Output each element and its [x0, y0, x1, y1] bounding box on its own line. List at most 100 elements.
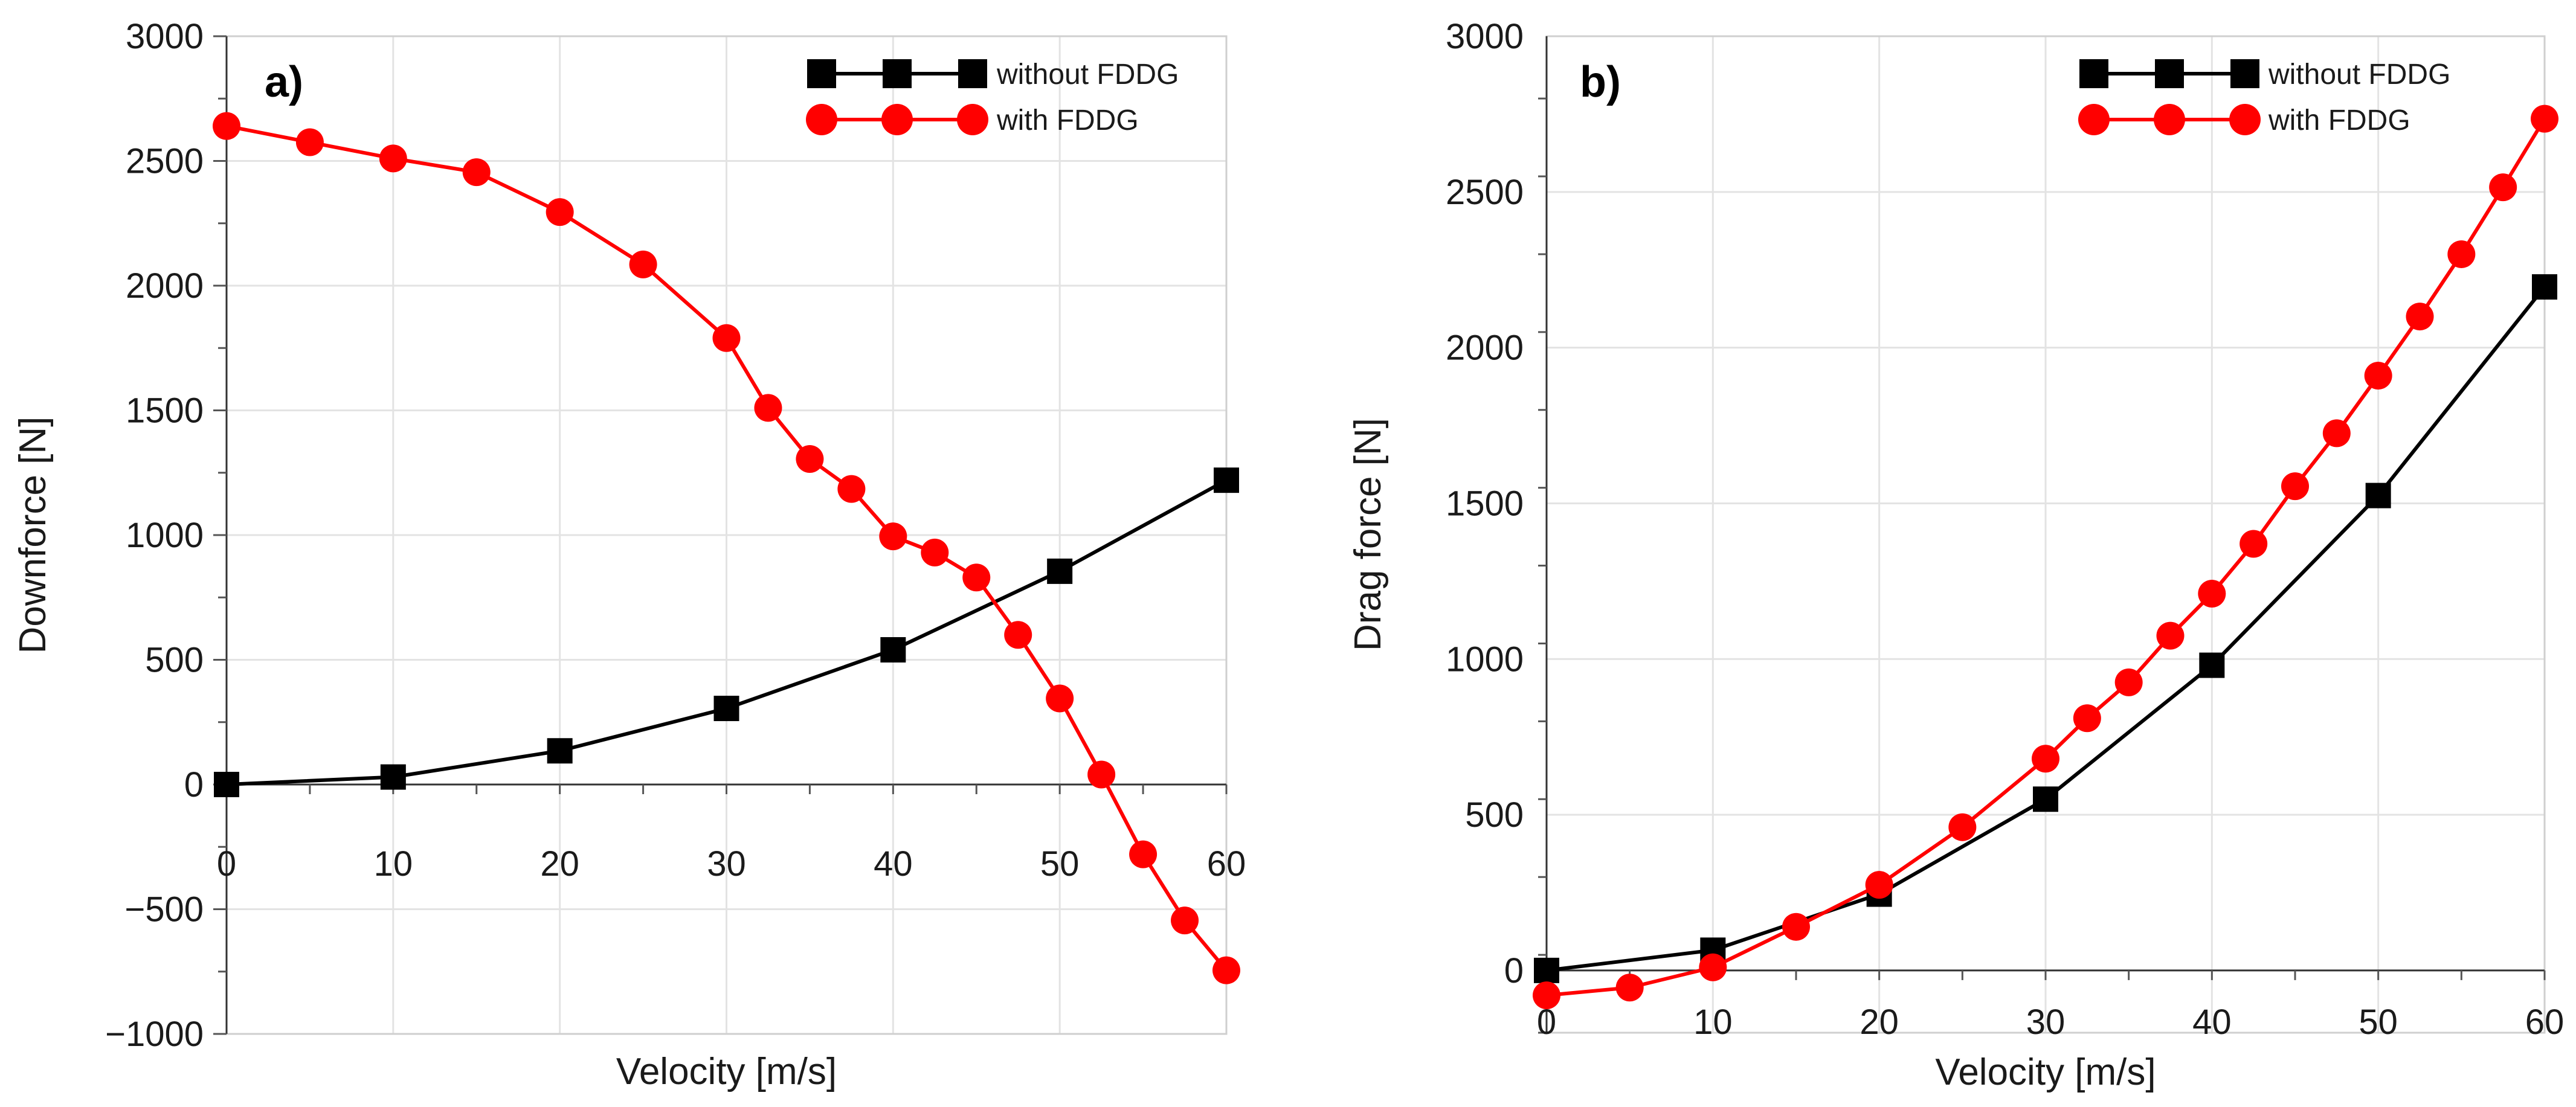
legend-label: with FDDG	[2268, 104, 2410, 136]
data-point-circle	[1948, 813, 1977, 841]
y-tick-label: 0	[1504, 951, 1524, 990]
legend-marker-square	[807, 59, 836, 88]
x-tick-label: 10	[374, 844, 413, 884]
legend-marker-square	[2230, 59, 2259, 88]
data-point-circle	[2489, 173, 2517, 202]
data-point-circle	[2114, 668, 2143, 696]
x-tick-label: 20	[540, 844, 579, 884]
y-axis-label: Drag force [N]	[1347, 418, 1389, 651]
data-point-circle	[921, 538, 949, 566]
data-point-square	[547, 738, 573, 764]
data-point-circle	[2531, 104, 2558, 133]
data-point-circle	[1865, 871, 1893, 899]
data-point-circle	[2406, 303, 2434, 331]
y-tick-label: 1000	[1446, 640, 1524, 679]
data-point-circle	[1004, 621, 1032, 649]
data-point-circle	[2364, 362, 2392, 390]
y-tick-label: 500	[1465, 795, 1524, 835]
x-tick-label: 50	[1040, 844, 1080, 884]
data-point-square	[214, 772, 239, 797]
x-tick-label: 0	[217, 844, 236, 884]
y-tick-label: 0	[184, 765, 204, 804]
y-tick-label: 2000	[1446, 329, 1524, 368]
x-tick-label: 20	[1860, 1003, 1899, 1042]
data-point-circle	[712, 324, 741, 352]
y-axis-label: Downforce [N]	[12, 417, 54, 654]
legend-marker-circle	[806, 104, 837, 135]
y-tick-label: 3000	[1446, 17, 1524, 56]
legend-label: without FDDG	[996, 59, 1179, 91]
data-point-circle	[754, 394, 782, 422]
data-point-circle	[379, 144, 407, 173]
data-point-circle	[462, 158, 491, 187]
chart-downforce: −1000 −500 0 500 1000 1500 2000 2500 3000 0 10 20 30…	[12, 17, 1246, 1093]
data-point-circle	[629, 250, 657, 278]
y-tick-label: −1000	[105, 1015, 204, 1054]
data-point-square	[2532, 274, 2557, 300]
data-point-square	[1214, 467, 1239, 493]
data-point-circle	[295, 128, 324, 156]
data-point-square	[2033, 786, 2058, 812]
legend-marker-square	[2079, 59, 2108, 88]
legend-label: with FDDG	[996, 104, 1139, 136]
x-axis-label: Velocity [m/s]	[616, 1051, 837, 1093]
data-point-circle	[1782, 913, 1810, 941]
data-point-square	[1047, 558, 1073, 584]
legend-marker-circle	[881, 104, 913, 135]
y-tick-label: 2000	[126, 266, 204, 306]
y-tick-label: 1000	[126, 516, 204, 555]
data-point-square	[380, 764, 406, 790]
legend-marker-square	[2155, 59, 2184, 88]
data-point-circle	[962, 563, 991, 592]
x-tick-label: 30	[2026, 1003, 2066, 1042]
data-point-circle	[1212, 956, 1240, 984]
data-point-circle	[2281, 472, 2309, 501]
data-point-circle	[2322, 419, 2351, 448]
legend-marker-square	[958, 59, 987, 88]
data-point-circle	[213, 112, 240, 140]
data-point-circle	[837, 475, 866, 503]
legend-label: without FDDG	[2268, 59, 2450, 91]
y-tick-label: 2500	[1446, 173, 1524, 212]
panel-label: b)	[1580, 58, 1621, 106]
x-axis-label: Velocity [m/s]	[1935, 1051, 2156, 1093]
legend-marker-circle	[957, 104, 988, 135]
x-tick-label: 30	[707, 844, 746, 884]
x-tick-label: 60	[2525, 1003, 2565, 1042]
data-point-circle	[1699, 953, 1727, 981]
x-tick-label: 10	[1693, 1003, 1733, 1042]
data-point-square	[713, 696, 739, 722]
x-tick-label: 40	[874, 844, 913, 884]
panel-label: a)	[265, 58, 303, 106]
data-point-circle	[796, 445, 824, 473]
y-tick-label: 500	[145, 641, 204, 680]
data-point-circle	[1533, 981, 1560, 1010]
y-tick-label: 1500	[1446, 484, 1524, 523]
data-point-circle	[2447, 240, 2476, 268]
data-point-circle	[1087, 760, 1116, 789]
legend-marker-circle	[2078, 104, 2110, 135]
legend: without FDDG with FDDG	[2078, 59, 2450, 136]
data-point-circle	[2032, 745, 2059, 773]
data-point-square	[880, 637, 906, 663]
data-point-circle	[879, 522, 907, 551]
data-point-circle	[2156, 621, 2185, 650]
x-tick-label: 50	[2359, 1003, 2398, 1042]
data-point-circle	[1046, 684, 1074, 713]
data-point-circle	[546, 198, 574, 226]
x-tick-label: 40	[2192, 1003, 2232, 1042]
data-point-circle	[1615, 974, 1644, 1002]
data-point-square	[1534, 957, 1559, 983]
legend-marker-circle	[2229, 104, 2261, 135]
y-tick-label: 2500	[126, 142, 204, 181]
y-tick-label: 3000	[126, 17, 204, 56]
legend-marker-square	[883, 59, 912, 88]
data-point-circle	[2240, 530, 2268, 558]
legend: without FDDG with FDDG	[806, 59, 1179, 136]
data-point-circle	[2198, 579, 2226, 608]
data-point-circle	[1129, 840, 1158, 868]
data-point-circle	[1171, 906, 1199, 935]
y-tick-label: 1500	[126, 391, 204, 431]
